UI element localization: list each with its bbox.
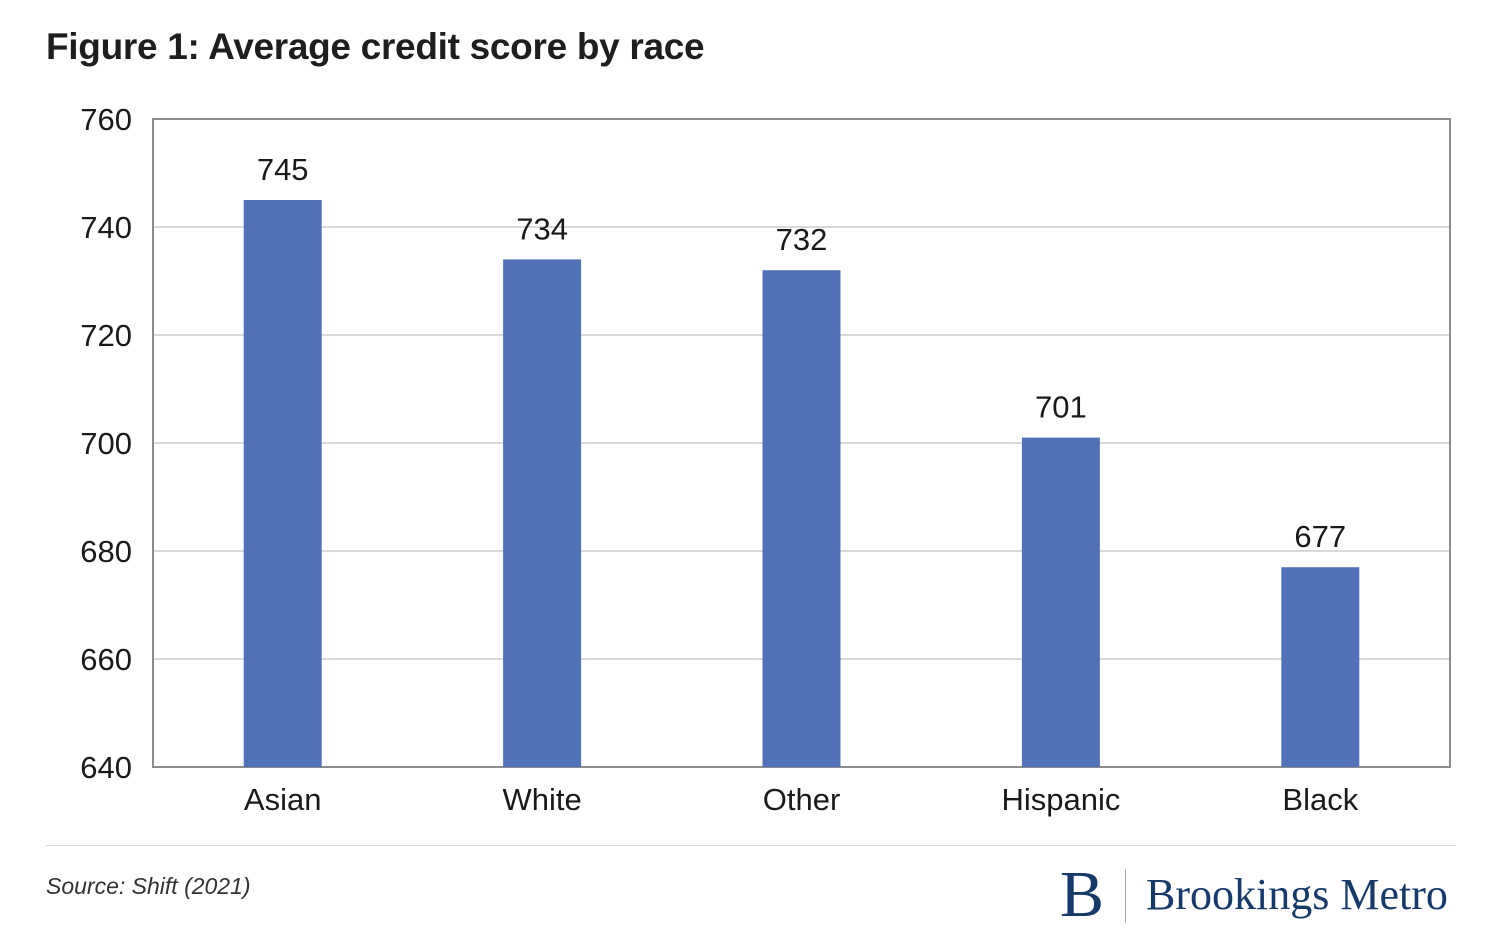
- y-tick-label: 740: [80, 210, 132, 245]
- y-tick-label: 680: [80, 534, 132, 569]
- data-label: 745: [257, 152, 309, 187]
- y-tick-label: 720: [80, 318, 132, 353]
- logo-text: Brookings Metro: [1146, 870, 1448, 919]
- x-category-label: Black: [1282, 782, 1358, 817]
- bar-chart: 640 660 680 700 720 740 760 745 Asian 734 White 732…: [80, 102, 1451, 817]
- x-category-label: Other: [763, 782, 841, 817]
- bar-asian: [243, 200, 322, 767]
- x-category-label: White: [502, 782, 581, 817]
- data-label: 734: [516, 211, 568, 246]
- y-tick-label: 700: [80, 426, 132, 461]
- x-category-label: Hispanic: [1001, 782, 1120, 817]
- bar-other: [762, 270, 841, 767]
- data-label: 732: [776, 222, 828, 257]
- x-category-label: Asian: [244, 782, 322, 817]
- bar-white: [503, 259, 582, 767]
- logo-separator: [1125, 869, 1126, 923]
- bar-hispanic: [1021, 437, 1100, 767]
- y-tick-label: 660: [80, 642, 132, 677]
- data-label: 677: [1294, 519, 1346, 554]
- data-label: 701: [1035, 390, 1087, 425]
- logo-mark: B: [1060, 858, 1105, 931]
- footer-divider: [46, 845, 1456, 846]
- source-note: Source: Shift (2021): [46, 873, 251, 899]
- y-tick-label: 760: [80, 102, 132, 137]
- brookings-metro-logo: B Brookings Metro: [1060, 860, 1460, 930]
- y-tick-label: 640: [80, 750, 132, 785]
- bar-black: [1281, 567, 1360, 767]
- chart-title: Figure 1: Average credit score by race: [46, 26, 705, 67]
